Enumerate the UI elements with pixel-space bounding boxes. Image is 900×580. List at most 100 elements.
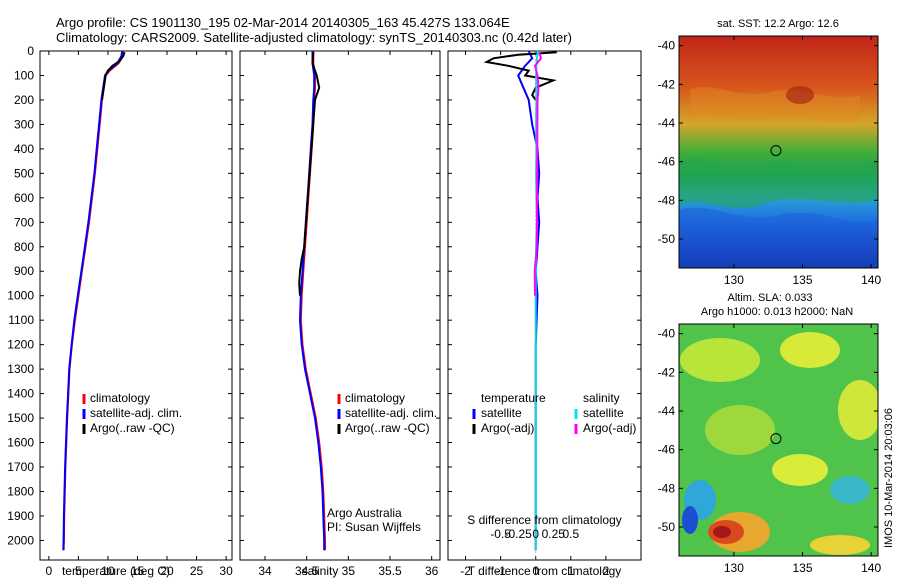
temperature-ytick-label: 1200 [7, 338, 34, 352]
sla-axes-ytick-label: -48 [658, 481, 676, 495]
temperature-ytick-label: 200 [14, 93, 34, 107]
sst-map-image [679, 36, 878, 268]
temperature-xtick-label: 5 [75, 564, 82, 578]
difference-xtick-label: 0 [532, 564, 539, 578]
temperature-legend-label: Argo(..raw -QC) [90, 421, 175, 435]
sla-map-subtitle: Argo h1000: 0.013 h2000: NaN [701, 306, 853, 318]
temperature-xtick-label: 15 [131, 564, 145, 578]
sla-axes-ytick-label: -44 [658, 404, 676, 418]
sla-map-title: Altim. SLA: 0.033 [728, 292, 813, 304]
salinity-xtick-label: 36 [425, 564, 439, 578]
sst-argo-position-marker [770, 145, 782, 157]
temperature-legend-label: satellite-adj. clim. [90, 406, 182, 420]
difference-xtick-label: 2 [603, 564, 610, 578]
temperature-series-argo-raw-qc- [101, 51, 126, 101]
sst-map-title: sat. SST: 12.2 Argo: 12.6 [717, 18, 839, 30]
difference-legend-label: Argo(-adj) [583, 421, 636, 435]
sst-axes-xtick-label: 140 [861, 273, 881, 287]
temperature-xlabel: temperature (deg C) [62, 564, 170, 578]
sst-axes-xtick-label: 135 [793, 273, 813, 287]
difference-x2label: S difference from climatology [467, 513, 622, 527]
temperature-ytick-label: 1700 [7, 460, 34, 474]
temperature-panel: 0 5 10 15 20 25 300100200300400500600700800900… [7, 44, 233, 578]
temperature-ytick-label: 1300 [7, 362, 34, 376]
difference-xlabel: T difference from climatology [468, 564, 622, 578]
sla-map-panel: Altim. SLA: 0.033 Argo h1000: 0.013 h200… [658, 292, 882, 575]
difference-legend-title-temperature: temperature [481, 391, 546, 405]
temperature-axes-box [39, 50, 233, 561]
salinity-legend-label: climatology [345, 391, 405, 405]
difference-axes-box [447, 50, 642, 561]
sst-axes-ytick-label: -40 [658, 39, 676, 53]
difference-x2tick-label: 0.5 [562, 527, 579, 541]
difference-xtick-label: -2 [460, 564, 471, 578]
header-line-2: Climatology: CARS2009. Satellite-adjuste… [56, 30, 572, 45]
temperature-ytick-label: 400 [14, 142, 34, 156]
imos-timestamp: IMOS 10-Mar-2014 20:03:06 [883, 408, 895, 548]
sla-map-axes: 130 135 140 -40 -42 -44 -46 -48 -50 [658, 324, 881, 575]
temperature-ytick-label: 1400 [7, 387, 34, 401]
salinity-xtick-label: 34 [258, 564, 272, 578]
difference-xtick-label: -1 [495, 564, 506, 578]
sla-argo-position-marker [770, 433, 782, 445]
temperature-ytick-label: 1800 [7, 484, 34, 498]
temperature-ytick-label: 1100 [8, 313, 34, 327]
difference-legend-title-salinity: salinity [583, 391, 620, 405]
difference-panel: -2 -1 0 1 2T difference from climatology -0.5… [447, 50, 642, 578]
sla-map-image [679, 324, 878, 556]
sst-axes-ytick-label: -42 [658, 77, 676, 91]
salinity-xtick-label: 35 [342, 564, 356, 578]
header-line-1: Argo profile: CS 1901130_195 02-Mar-2014… [56, 15, 510, 30]
sla-axes-xtick-label: 140 [861, 561, 881, 575]
temperature-ytick-label: 2000 [7, 533, 34, 547]
temperature-ytick-label: 1900 [7, 509, 34, 523]
difference-x2tick-label: -0.25 [505, 527, 533, 541]
temperature-ytick-label: 800 [14, 240, 34, 254]
temperature-xtick-label: 20 [160, 564, 174, 578]
salinity-xtick-label: 34.5 [295, 564, 319, 578]
salinity-axes-box [239, 50, 441, 561]
sla-axes-ytick-label: -42 [658, 365, 676, 379]
difference-xtick-label: 1 [567, 564, 574, 578]
sst-axes-ytick-label: -46 [658, 155, 676, 169]
salinity-series-argo-raw-qc- [298, 52, 321, 296]
sla-axes-xtick-label: 135 [793, 561, 813, 575]
temperature-ytick-label: 1600 [7, 436, 34, 450]
sst-map-axes: 130 135 140 -40 -42 -44 -46 -48 -50 [658, 36, 881, 287]
temperature-xtick-label: 30 [219, 564, 233, 578]
difference-series-t-argo-adj- [483, 51, 557, 101]
temperature-legend-label: climatology [90, 391, 150, 405]
sla-axes-ytick-label: -50 [658, 520, 676, 534]
sla-axes-ytick-label: -40 [658, 327, 676, 341]
temperature-ytick-label: 0 [27, 44, 34, 58]
temperature-xtick-label: 0 [46, 564, 53, 578]
difference-x2tick-label: 0.25 [542, 527, 566, 541]
sst-axes-ytick-label: -50 [658, 232, 676, 246]
difference-legend-label: satellite [481, 406, 522, 420]
salinity-legend-label: Argo(..raw -QC) [345, 421, 430, 435]
temperature-ytick-label: 100 [14, 68, 34, 82]
sst-axes-ytick-label: -48 [658, 193, 676, 207]
difference-x2tick-label: -0.5 [490, 527, 511, 541]
salinity-xlabel: salinity [302, 564, 339, 578]
difference-series-s-argo-adj- [533, 51, 543, 296]
temperature-ytick-label: 1000 [7, 289, 34, 303]
salinity-series-satellite-adj-clim- [298, 51, 326, 551]
temperature-ytick-label: 300 [14, 117, 34, 131]
temperature-ytick-label: 500 [14, 166, 34, 180]
temperature-ytick-label: 1500 [7, 411, 34, 425]
difference-x2tick-label: 0 [532, 527, 539, 541]
salinity-xtick-label: 35.5 [378, 564, 402, 578]
temperature-ytick-label: 600 [14, 191, 34, 205]
sla-axes-ytick-label: -46 [658, 443, 676, 457]
salinity-legend-label: satellite-adj. clim. [345, 406, 437, 420]
sla-axes-xtick-label: 130 [724, 561, 744, 575]
salinity-panel: 34 34.5 35 35.5 36 salinity climatologysatelli… [239, 50, 441, 578]
temperature-ytick-label: 900 [14, 264, 34, 278]
salinity-annotation-line-1: Argo Australia [327, 506, 402, 520]
sst-axes-xtick-label: 130 [724, 273, 744, 287]
temperature-xtick-label: 25 [190, 564, 204, 578]
difference-legend-label: satellite [583, 406, 624, 420]
temperature-xtick-label: 10 [101, 564, 115, 578]
